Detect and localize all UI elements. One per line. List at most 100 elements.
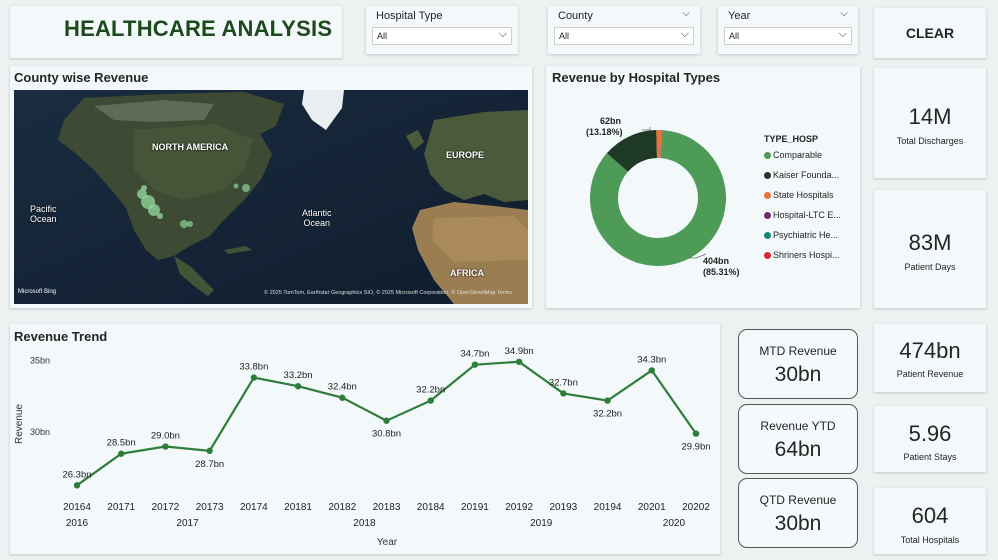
x-year-group-label: 2017 (176, 518, 199, 529)
x-tick-label: 20184 (417, 502, 445, 513)
revenue-trend-card: Revenue Trend 30bn 35bn Revenue 26.3bn 20164… (10, 324, 720, 554)
slice-state-hospitals[interactable] (656, 130, 662, 159)
county-value: All (559, 31, 570, 41)
x-tick-label: 20171 (107, 502, 135, 513)
chart-title: Revenue Trend (14, 329, 108, 344)
x-tick-label: 20174 (240, 502, 268, 513)
data-label: 34.3bn (637, 354, 666, 365)
africa-label: AFRICA (450, 268, 484, 278)
patient-days-label: Patient Days (904, 262, 956, 272)
data-point[interactable] (692, 430, 700, 437)
revenue-trend-chart[interactable]: 30bn 35bn Revenue 26.3bn 20164 28.5bn 20171 29.… (10, 324, 720, 554)
legend-marker (764, 172, 771, 180)
x-tick-label: 20201 (638, 502, 666, 513)
slice-psychiatric[interactable] (660, 130, 663, 159)
map-title: County wise Revenue (14, 70, 149, 85)
donut-label-large: 404bn (703, 256, 730, 266)
county-label: County (558, 10, 593, 22)
x-tick-label: 20193 (549, 502, 577, 513)
chevron-down-icon: ⌵ (838, 28, 847, 40)
legend-item[interactable]: Kaiser Founda... (764, 170, 839, 180)
pacific-ocean-label: Pacific Ocean (30, 204, 57, 224)
legend-marker (764, 152, 771, 160)
legend-label: Psychiatric He... (773, 230, 839, 240)
data-point[interactable] (604, 397, 611, 404)
legend-item[interactable]: Psychiatric He... (764, 230, 838, 240)
legend-marker (764, 252, 771, 260)
donut-label-large-pct: (85.31%) (703, 267, 740, 277)
total-discharges-value: 14M (908, 104, 952, 129)
map-attribution[interactable]: © 2025 TomTom, Earthstar Geographics SIO… (264, 290, 512, 296)
data-point[interactable] (206, 447, 213, 455)
x-tick-label: 20183 (373, 502, 401, 513)
slice-shriners[interactable] (660, 130, 663, 159)
mtd-revenue-value: 30bn (774, 363, 822, 386)
slice-hospital-ltc[interactable] (660, 130, 663, 159)
legend-label: Hospital-LTC E... (773, 210, 841, 220)
slice-comparable[interactable] (590, 130, 726, 266)
legend-item[interactable]: State Hospitals (764, 190, 834, 200)
year-dropdown[interactable]: All ⌵ (724, 27, 852, 45)
patient-revenue-card: 474bn Patient Revenue (874, 324, 986, 392)
data-point[interactable] (427, 397, 434, 404)
data-point[interactable] (294, 383, 302, 390)
data-point[interactable] (383, 417, 390, 424)
chevron-down-icon: ⌵ (498, 28, 507, 40)
year-value: All (729, 31, 740, 41)
y-axis-label: Revenue (14, 404, 25, 444)
data-point[interactable] (162, 443, 169, 450)
x-year-group-label: 2020 (663, 518, 686, 529)
x-tick-label: 20191 (461, 502, 489, 513)
data-point[interactable] (250, 374, 258, 381)
legend-title: TYPE_HOSP (764, 134, 819, 144)
title-card: HEALTHCARE ANALYSIS (10, 6, 342, 58)
legend-item[interactable]: Shriners Hospi... (764, 250, 840, 260)
data-label: 30.8bn (372, 429, 401, 440)
data-label: 32.2bn (593, 409, 622, 420)
data-label: 26.3bn (62, 469, 91, 480)
chevron-down-icon: ⌵ (680, 28, 689, 40)
x-tick-label: 20172 (152, 502, 180, 513)
slice-kaiser[interactable] (606, 130, 657, 172)
x-tick-label: 20173 (196, 502, 224, 513)
x-tick-label: 20181 (284, 502, 312, 513)
data-point[interactable] (471, 361, 479, 368)
data-label: 29.0bn (151, 431, 180, 442)
legend-item[interactable]: Hospital-LTC E... (764, 210, 841, 220)
patient-stays-value: 5.96 (908, 421, 952, 446)
legend-item[interactable]: Comparable (764, 150, 822, 160)
data-point[interactable] (515, 358, 523, 365)
year-label: Year (728, 10, 751, 22)
data-point[interactable] (339, 394, 346, 401)
qtd-revenue-label: QTD Revenue (759, 493, 837, 507)
data-point[interactable] (118, 450, 125, 457)
clear-button[interactable]: CLEAR (874, 8, 986, 58)
legend-label: State Hospitals (773, 190, 834, 200)
hospital-type-dropdown[interactable]: All ⌵ (372, 27, 512, 45)
x-year-group-label: 2016 (66, 518, 89, 529)
x-tick-label: 20164 (63, 502, 91, 513)
legend-label: Shriners Hospi... (773, 250, 840, 260)
hospital-type-value: All (377, 31, 388, 41)
north-america-label: NORTH AMERICA (152, 142, 229, 152)
x-axis-label: Year (377, 537, 398, 548)
data-label: 34.7bn (460, 349, 489, 360)
county-revenue-map[interactable]: NORTH AMERICA EUROPE Pacific Ocean Atlan… (14, 90, 528, 304)
revenue-by-hospital-type-card: Revenue by Hospital Types 62bn (13.18%) … (546, 66, 860, 308)
data-label: 28.7bn (195, 459, 224, 470)
county-dropdown[interactable]: All ⌵ (554, 27, 694, 45)
data-point[interactable] (73, 482, 81, 489)
data-label: 28.5bn (107, 438, 136, 449)
total-discharges-card: 14M Total Discharges (874, 68, 986, 178)
x-tick-label: 20182 (328, 502, 356, 513)
bing-logo: Microsoft Bing (18, 289, 57, 295)
x-tick-label: 20194 (594, 502, 622, 513)
data-point[interactable] (560, 390, 567, 397)
data-point[interactable] (648, 367, 655, 374)
legend-label: Kaiser Founda... (773, 170, 840, 180)
data-label: 32.4bn (328, 382, 357, 393)
donut-chart[interactable] (546, 66, 860, 308)
chevron-down-icon[interactable]: ⌵ (840, 8, 848, 19)
chevron-down-icon[interactable]: ⌵ (682, 8, 690, 19)
county-slicer: County ⌵ All ⌵ (548, 6, 700, 54)
